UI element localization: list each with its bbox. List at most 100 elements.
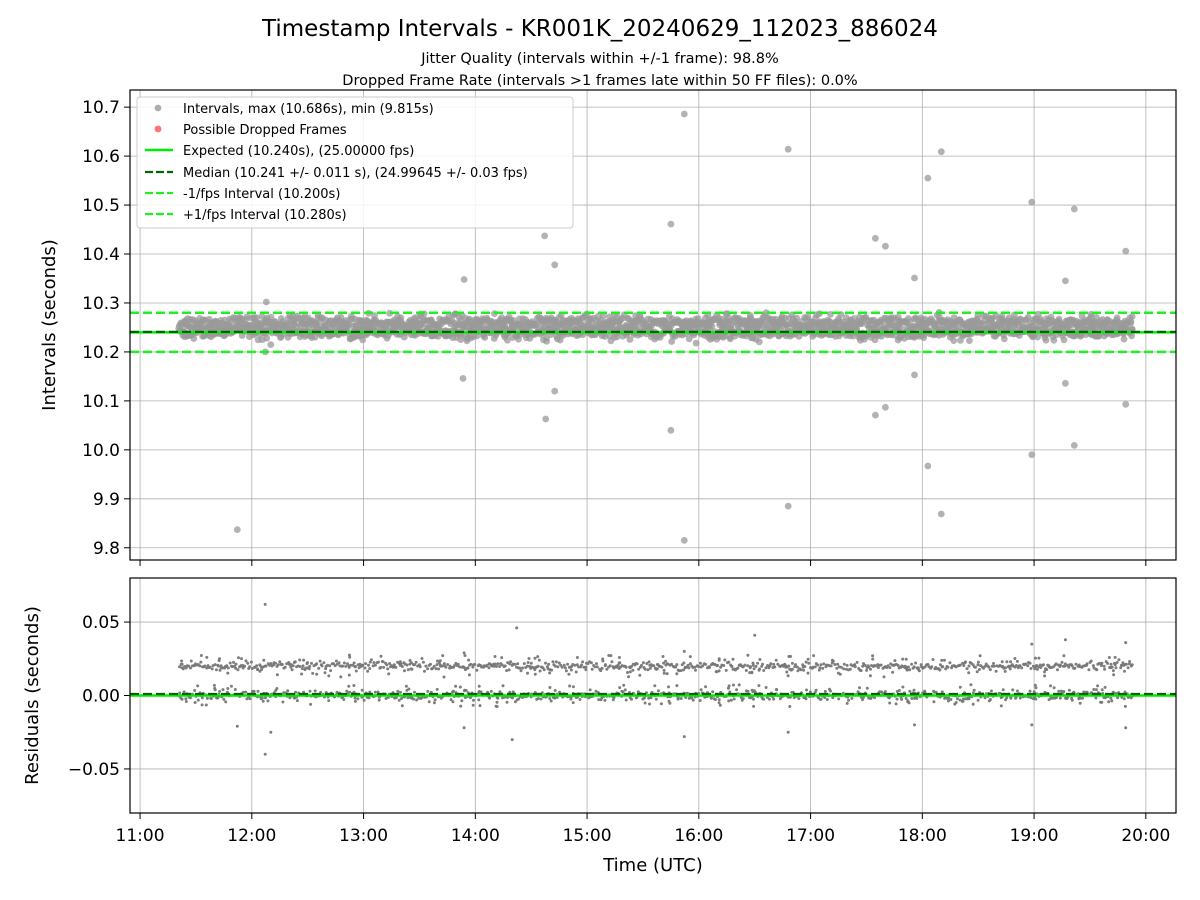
interval-point [424,664,428,668]
interval-point [675,663,679,667]
interval-point [628,666,632,670]
outlier-point [551,261,559,269]
interval-point [1109,696,1113,700]
interval-point [248,665,252,669]
interval-point [855,660,859,664]
interval-point [571,701,575,705]
interval-point [1039,666,1043,669]
interval-point [1121,661,1125,665]
interval-point [948,661,952,665]
interval-point [693,665,697,669]
outlier-point [1028,198,1036,206]
interval-point [392,663,396,667]
interval-point [429,320,437,328]
interval-point [746,689,750,693]
interval-point [917,314,925,322]
interval-point [593,665,597,669]
interval-point [1128,313,1136,320]
interval-point [332,662,335,666]
interval-point [667,685,670,689]
interval-point [407,687,411,691]
interval-point [575,656,579,659]
interval-point [336,317,344,325]
interval-point [643,701,647,705]
interval-point [1115,661,1119,664]
interval-point [437,667,441,671]
interval-point [550,317,558,325]
interval-point [368,660,372,664]
interval-point [311,671,315,675]
interval-point [571,685,575,689]
interval-point [1103,685,1107,689]
interval-point [624,698,628,702]
interval-point [1015,659,1019,663]
interval-point [498,690,502,694]
interval-point [347,684,351,688]
interval-point [795,322,803,330]
interval-point [958,663,962,667]
interval-point [438,663,442,667]
interval-point [1018,696,1022,700]
interval-point [1014,664,1018,667]
interval-point [290,668,294,672]
outlier-point [680,110,688,118]
interval-point [398,690,402,694]
interval-point [1005,660,1009,664]
interval-point [878,690,882,694]
interval-point [752,697,755,701]
interval-point [315,662,319,666]
interval-point [784,665,788,669]
interval-point [595,665,599,669]
interval-point [1031,664,1035,668]
interval-point [496,696,500,700]
interval-point [751,661,755,665]
legend-entry: Expected (10.240s), (25.00000 fps) [183,144,414,159]
interval-point [546,667,550,671]
interval-point [845,663,849,667]
interval-point [804,660,808,664]
outlier-point [459,375,467,382]
interval-point [521,666,525,670]
interval-point [888,666,892,670]
interval-point [533,668,537,672]
interval-point [588,688,592,692]
interval-point [263,696,267,700]
outlier-point [267,341,275,348]
interval-point [471,703,475,707]
interval-point [647,696,651,700]
interval-point [460,323,468,331]
interval-point [801,663,805,667]
interval-point [309,702,313,706]
interval-point [468,696,472,700]
interval-point [536,697,540,700]
interval-point [675,684,679,688]
interval-point [478,704,482,708]
interval-point [719,334,727,341]
interval-point [420,657,424,660]
interval-point [1110,665,1114,669]
interval-point [1034,686,1038,690]
interval-point [180,662,184,666]
x-tick-label: 17:00 [786,826,835,846]
interval-point [398,660,402,664]
interval-point [656,689,660,693]
interval-point [1110,699,1114,703]
interval-point [912,665,916,669]
interval-point [1001,688,1005,692]
interval-point [912,688,916,692]
interval-point [1049,684,1052,688]
interval-point [976,663,980,667]
interval-point [964,319,971,327]
outlier-point [667,426,675,434]
interval-point [746,653,750,657]
interval-point [643,667,647,671]
interval-point [730,664,734,668]
interval-point [318,332,326,340]
interval-point [226,671,230,675]
interval-point [621,690,625,694]
interval-point [1038,663,1042,667]
interval-point [1060,660,1064,664]
interval-point [500,656,504,660]
interval-point [926,663,930,666]
y-tick-label: 10.4 [82,245,120,265]
